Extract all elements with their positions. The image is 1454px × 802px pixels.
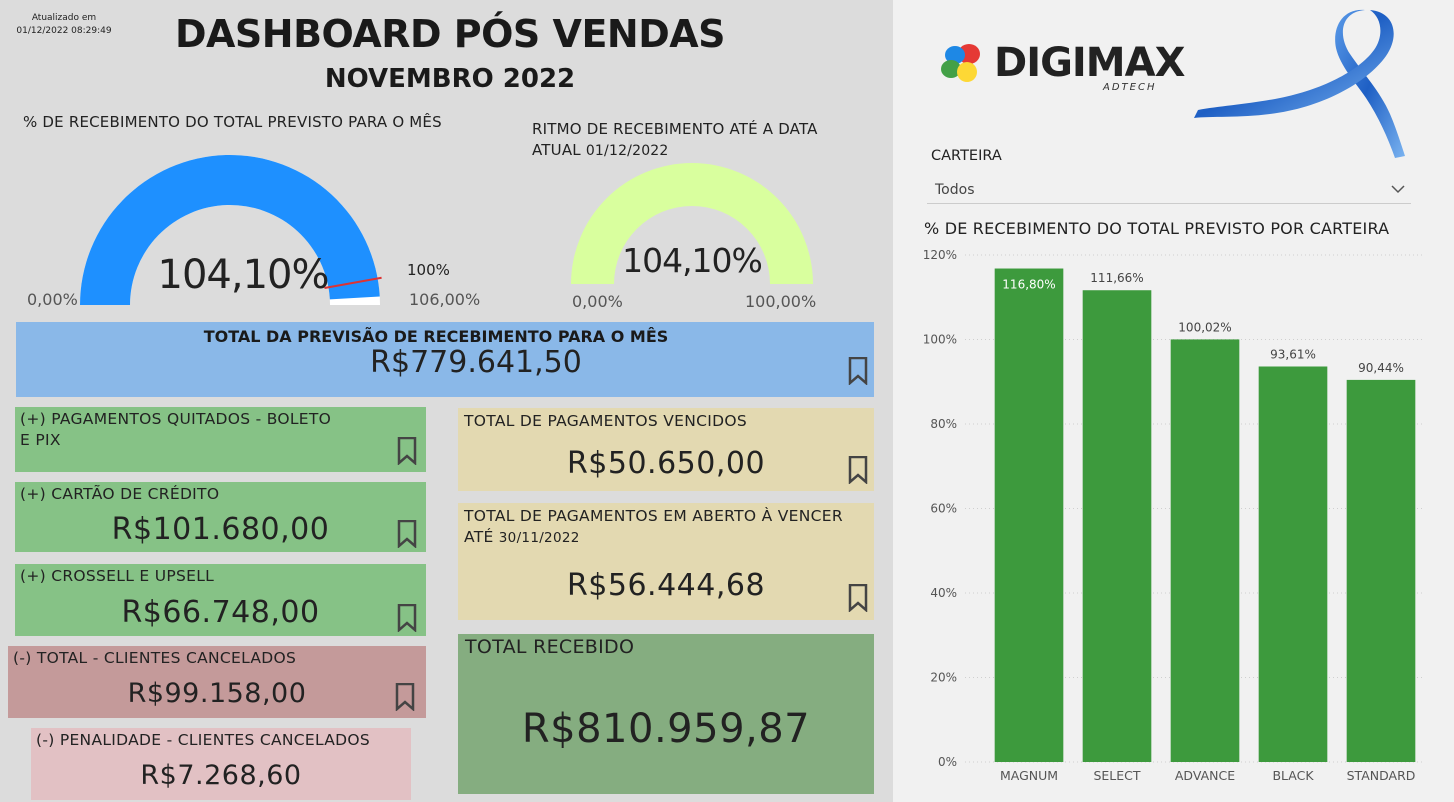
y-tick-label: 120%: [923, 248, 957, 262]
gauge-rhythm-max: 100,00%: [745, 292, 817, 311]
card-clientes-cancelados: (-) TOTAL - CLIENTES CANCELADOS R$99.158…: [8, 646, 426, 718]
gauge-rhythm-min: 0,00%: [572, 292, 623, 311]
bar-select[interactable]: [1082, 290, 1152, 762]
y-tick-label: 60%: [930, 502, 957, 516]
data-label: 116,80%: [1002, 278, 1055, 292]
gauge-rhythm-value: 104,10%: [622, 241, 763, 280]
bar-chart[interactable]: 0% 20% 40% 60% 80% 100% 120% 116,80% MAGNUM 111,6…: [905, 240, 1445, 795]
x-tick-label: SELECT: [1093, 768, 1140, 783]
slicer-carteira-value: Todos: [935, 182, 975, 198]
y-tick-label: 0%: [938, 755, 957, 769]
gauge-total-max: 106,00%: [409, 290, 481, 309]
card-boleto-label-line2: E PIX: [20, 431, 61, 449]
card-cancelados-value: R$99.158,00: [127, 678, 307, 709]
bar-magnum[interactable]: [994, 268, 1064, 762]
x-tick-label: BLACK: [1272, 768, 1314, 783]
forecast-label: TOTAL DA PREVISÃO DE RECEBIMENTO PARA O …: [203, 327, 669, 346]
card-penalidade-label: (-) PENALIDADE - CLIENTES CANCELADOS: [36, 731, 371, 749]
card-recebido-label: TOTAL RECEBIDO: [465, 636, 635, 658]
x-tick-label: STANDARD: [1347, 768, 1416, 783]
card-pagamentos-aberto: TOTAL DE PAGAMENTOS EM ABERTO À VENCER A…: [458, 503, 874, 620]
y-tick-label: 100%: [923, 333, 957, 347]
bar-advance[interactable]: [1170, 339, 1240, 762]
card-aberto-label-line2: ATÉ 30/11/2022: [464, 527, 843, 549]
last-updated: Atualizado em 01/12/2022 08:29:49: [14, 12, 114, 38]
gauge-total-fill: [80, 155, 380, 305]
gauge-rhythm-date: 01/12/2022: [585, 143, 669, 159]
blue-ribbon-icon: [1194, 9, 1405, 158]
gauge-total-title: % DE RECEBIMENTO DO TOTAL PREVISTO PARA …: [23, 113, 442, 131]
card-boleto-label-line1: (+) PAGAMENTOS QUITADOS - BOLETO: [20, 410, 332, 428]
last-updated-timestamp: 01/12/2022 08:29:49: [16, 26, 112, 36]
gauge-total-target: 100%: [407, 261, 450, 279]
gauge-rhythm-title-line1: RITMO DE RECEBIMENTO ATÉ A DATA: [532, 120, 818, 138]
data-label: 111,66%: [1090, 271, 1143, 285]
data-label: 93,61%: [1270, 347, 1316, 361]
card-aberto-value: R$56.444,68: [566, 568, 766, 603]
gauge-rhythm-title-line2: ATUAL 01/12/2022: [532, 140, 818, 162]
card-vencidos-value: R$50.650,00: [566, 446, 766, 481]
gauge-total-value: 104,10%: [157, 252, 330, 298]
gauge-rhythm-title-atual: ATUAL: [532, 141, 581, 159]
card-boleto-label: (+) PAGAMENTOS QUITADOS - BOLETO E PIX: [20, 409, 331, 451]
digimax-logo: DIGIMAX ADTECH: [936, 36, 1185, 106]
card-crossell-upsell: (+) CROSSELL E UPSELL R$66.748,00: [15, 564, 426, 636]
gauge-total[interactable]: [60, 150, 440, 320]
forecast-card: TOTAL DA PREVISÃO DE RECEBIMENTO PARA O …: [16, 322, 874, 397]
card-cartao-credito: (+) CARTÃO DE CRÉDITO R$101.680,00: [15, 482, 426, 552]
card-crossell-label: (+) CROSSELL E UPSELL: [20, 567, 215, 585]
card-total-recebido: TOTAL RECEBIDO R$810.959,87: [458, 634, 874, 794]
card-aberto-label-ate: ATÉ: [464, 528, 494, 546]
slicer-carteira-dropdown[interactable]: Todos: [927, 176, 1411, 204]
bookmark-icon[interactable]: [397, 604, 417, 632]
card-cancelados-label: (-) TOTAL - CLIENTES CANCELADOS: [13, 649, 297, 667]
card-aberto-label-line1: TOTAL DE PAGAMENTOS EM ABERTO À VENCER: [464, 507, 843, 525]
logo-flower-icon: [941, 44, 980, 82]
gauge-total-min: 0,00%: [27, 290, 78, 309]
forecast-value: R$779.641,50: [370, 345, 582, 380]
bookmark-icon[interactable]: [848, 584, 868, 612]
data-label: 90,44%: [1358, 361, 1404, 375]
card-aberto-label: TOTAL DE PAGAMENTOS EM ABERTO À VENCER A…: [464, 506, 843, 549]
data-label: 100,02%: [1178, 320, 1231, 334]
bookmark-icon[interactable]: [397, 520, 417, 548]
chart-title: % DE RECEBIMENTO DO TOTAL PREVISTO POR C…: [924, 219, 1390, 238]
bookmark-icon[interactable]: [848, 456, 868, 484]
card-pagamentos-vencidos: TOTAL DE PAGAMENTOS VENCIDOS R$50.650,00: [458, 408, 874, 491]
gauge-rhythm-title: RITMO DE RECEBIMENTO ATÉ A DATA ATUAL 01…: [532, 119, 818, 162]
card-penalidade-value: R$7.268,60: [140, 760, 302, 791]
card-recebido-value: R$810.959,87: [521, 706, 811, 752]
card-aberto-date: 30/11/2022: [498, 530, 580, 546]
chevron-down-icon[interactable]: [1391, 184, 1405, 194]
bookmark-icon[interactable]: [397, 437, 417, 465]
y-tick-label: 20%: [930, 671, 957, 685]
bookmark-icon[interactable]: [395, 683, 415, 711]
gauge-rhythm[interactable]: [560, 160, 820, 290]
bookmark-icon[interactable]: [848, 357, 868, 385]
logo-tagline: ADTECH: [1103, 82, 1157, 93]
last-updated-label: Atualizado em: [31, 13, 97, 23]
gauge-rhythm-fill: [571, 163, 813, 284]
card-cartao-label: (+) CARTÃO DE CRÉDITO: [20, 485, 220, 503]
x-tick-label: MAGNUM: [1000, 768, 1058, 783]
logo-brand: DIGIMAX: [994, 40, 1185, 86]
card-crossell-value: R$66.748,00: [121, 595, 320, 630]
y-tick-label: 80%: [930, 417, 957, 431]
card-boleto-pix: (+) PAGAMENTOS QUITADOS - BOLETO E PIX: [15, 407, 426, 472]
page-subtitle: NOVEMBRO 2022: [324, 64, 576, 94]
y-tick-label: 40%: [930, 586, 957, 600]
page-title: DASHBOARD PÓS VENDAS: [174, 12, 726, 56]
x-tick-label: ADVANCE: [1175, 768, 1235, 783]
gauge-total-target-marker: [324, 276, 382, 290]
card-cartao-value: R$101.680,00: [111, 512, 330, 547]
bar-black[interactable]: [1258, 366, 1328, 762]
card-penalidade: (-) PENALIDADE - CLIENTES CANCELADOS R$7…: [31, 728, 411, 800]
slicer-carteira-label: CARTEIRA: [931, 148, 1002, 164]
card-vencidos-label: TOTAL DE PAGAMENTOS VENCIDOS: [464, 412, 748, 430]
bar-standard[interactable]: [1346, 379, 1416, 762]
